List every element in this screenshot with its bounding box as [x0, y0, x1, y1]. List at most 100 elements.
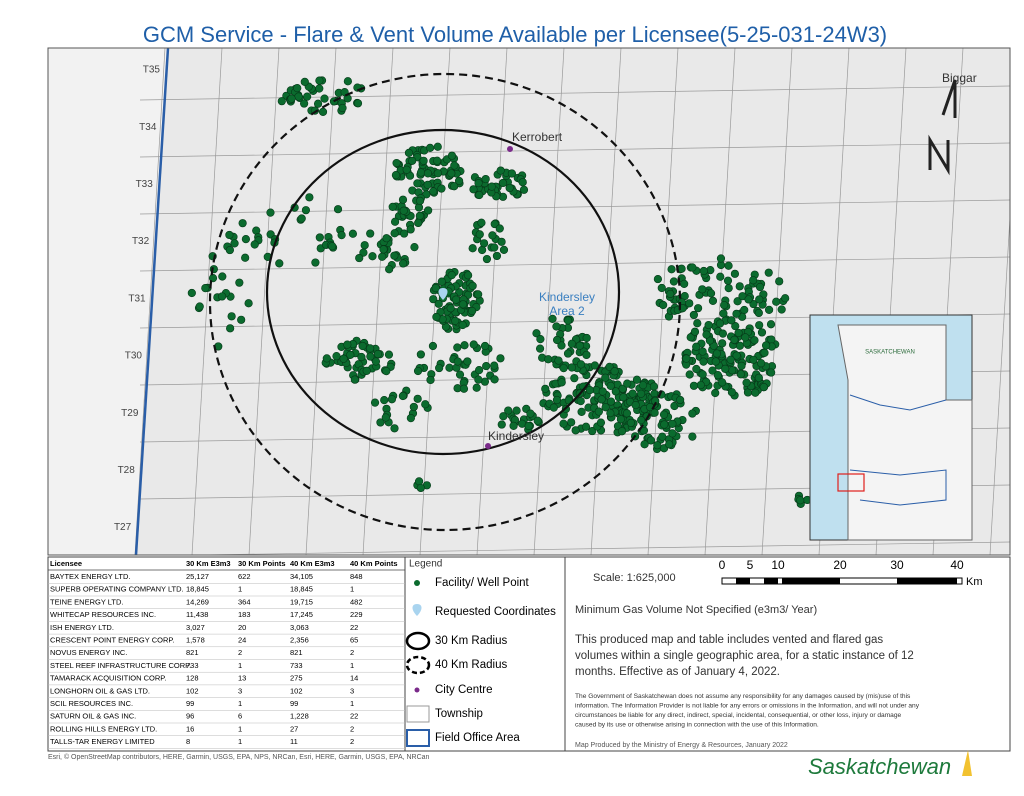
well-point	[676, 395, 685, 405]
table-cell: 733	[186, 661, 199, 670]
well-point	[244, 299, 253, 308]
well-point	[618, 384, 627, 393]
township-line	[139, 256, 1010, 272]
well-point	[711, 388, 720, 398]
well-point	[450, 161, 459, 170]
well-point	[391, 171, 401, 180]
place-label: Kerrobert	[512, 130, 563, 144]
well-point	[498, 178, 508, 188]
well-point	[392, 158, 401, 168]
place-label: Kindersley	[488, 429, 544, 443]
well-point	[693, 319, 702, 328]
well-point	[416, 168, 426, 177]
disclaimer-line: The Government of Saskatchewan does not …	[575, 693, 911, 700]
well-point	[666, 289, 675, 299]
legend-symbol	[405, 655, 431, 675]
well-point	[433, 169, 443, 178]
well-point	[445, 363, 454, 372]
well-point	[366, 352, 375, 361]
well-point	[628, 389, 637, 398]
table-cell: 2	[238, 648, 242, 657]
well-point	[360, 241, 369, 250]
area-label: Kindersley	[539, 290, 595, 304]
table-cell: 2,356	[290, 635, 309, 644]
well-point	[237, 315, 246, 324]
well-point	[680, 279, 689, 288]
well-point	[730, 335, 739, 344]
well-point	[398, 391, 408, 401]
well-point	[668, 419, 677, 428]
township-line	[305, 48, 337, 555]
legend-label: 30 Km Radius	[435, 635, 507, 647]
well-point	[749, 355, 758, 364]
township-line	[180, 541, 1010, 555]
well-point	[611, 387, 620, 396]
well-point	[376, 418, 385, 427]
well-point	[669, 277, 679, 286]
table-cell: 14	[350, 674, 358, 683]
well-point	[339, 354, 348, 363]
well-point	[567, 418, 576, 427]
well-point	[718, 378, 727, 387]
well-point	[495, 224, 504, 233]
well-point	[208, 274, 218, 283]
well-point	[692, 342, 701, 351]
table-frame	[47, 556, 406, 752]
description-line: This produced map and table includes ven…	[575, 634, 883, 646]
well-point	[564, 316, 573, 325]
well-point	[468, 244, 477, 253]
well-point	[343, 77, 352, 86]
well-point	[477, 218, 486, 227]
table-cell: 20	[238, 623, 246, 632]
well-point	[431, 284, 440, 293]
well-point	[337, 231, 346, 240]
well-point	[482, 254, 492, 264]
well-point	[421, 400, 430, 409]
well-point	[606, 381, 615, 391]
well-point	[475, 190, 484, 200]
well-point	[187, 288, 196, 298]
well-point	[554, 356, 563, 365]
well-point	[366, 344, 375, 353]
well-point	[300, 77, 309, 86]
requested-coordinates	[438, 288, 448, 300]
well-point	[616, 415, 625, 424]
township-label: T34	[139, 122, 157, 133]
table-cell: 733	[290, 661, 303, 670]
table-cell: 1	[350, 661, 354, 670]
radius-40km	[208, 72, 682, 532]
well-point	[343, 340, 352, 349]
well-point	[567, 339, 576, 348]
well-point	[426, 375, 435, 385]
township-line	[139, 199, 1010, 215]
table-cell: BAYTEX ENERGY LTD.	[50, 572, 130, 581]
well-point	[469, 340, 478, 349]
well-point	[775, 277, 784, 286]
well-point	[482, 361, 491, 371]
well-point	[715, 319, 725, 328]
well-point	[755, 282, 765, 292]
well-point	[692, 364, 701, 374]
well-point	[432, 312, 441, 322]
well-point	[596, 418, 606, 427]
legend-symbol	[405, 631, 431, 651]
well-point	[275, 259, 284, 268]
table-cell: 1	[238, 699, 242, 708]
township-line	[704, 48, 736, 555]
scale-tick: 30	[890, 558, 904, 572]
table-cell: 183	[238, 610, 251, 619]
table-cell: WHITECAP RESOURCES INC.	[50, 610, 156, 619]
table-cell: 6	[238, 712, 242, 721]
well-point	[357, 352, 366, 362]
well-point	[230, 239, 239, 248]
well-point	[657, 283, 666, 293]
township-line	[134, 48, 166, 555]
township-line	[362, 48, 394, 555]
area-label: Area 2	[549, 304, 585, 318]
well-point	[509, 421, 518, 430]
well-point	[755, 321, 764, 330]
well-point	[744, 295, 753, 304]
table-cell: 99	[186, 699, 194, 708]
well-point	[451, 295, 461, 304]
